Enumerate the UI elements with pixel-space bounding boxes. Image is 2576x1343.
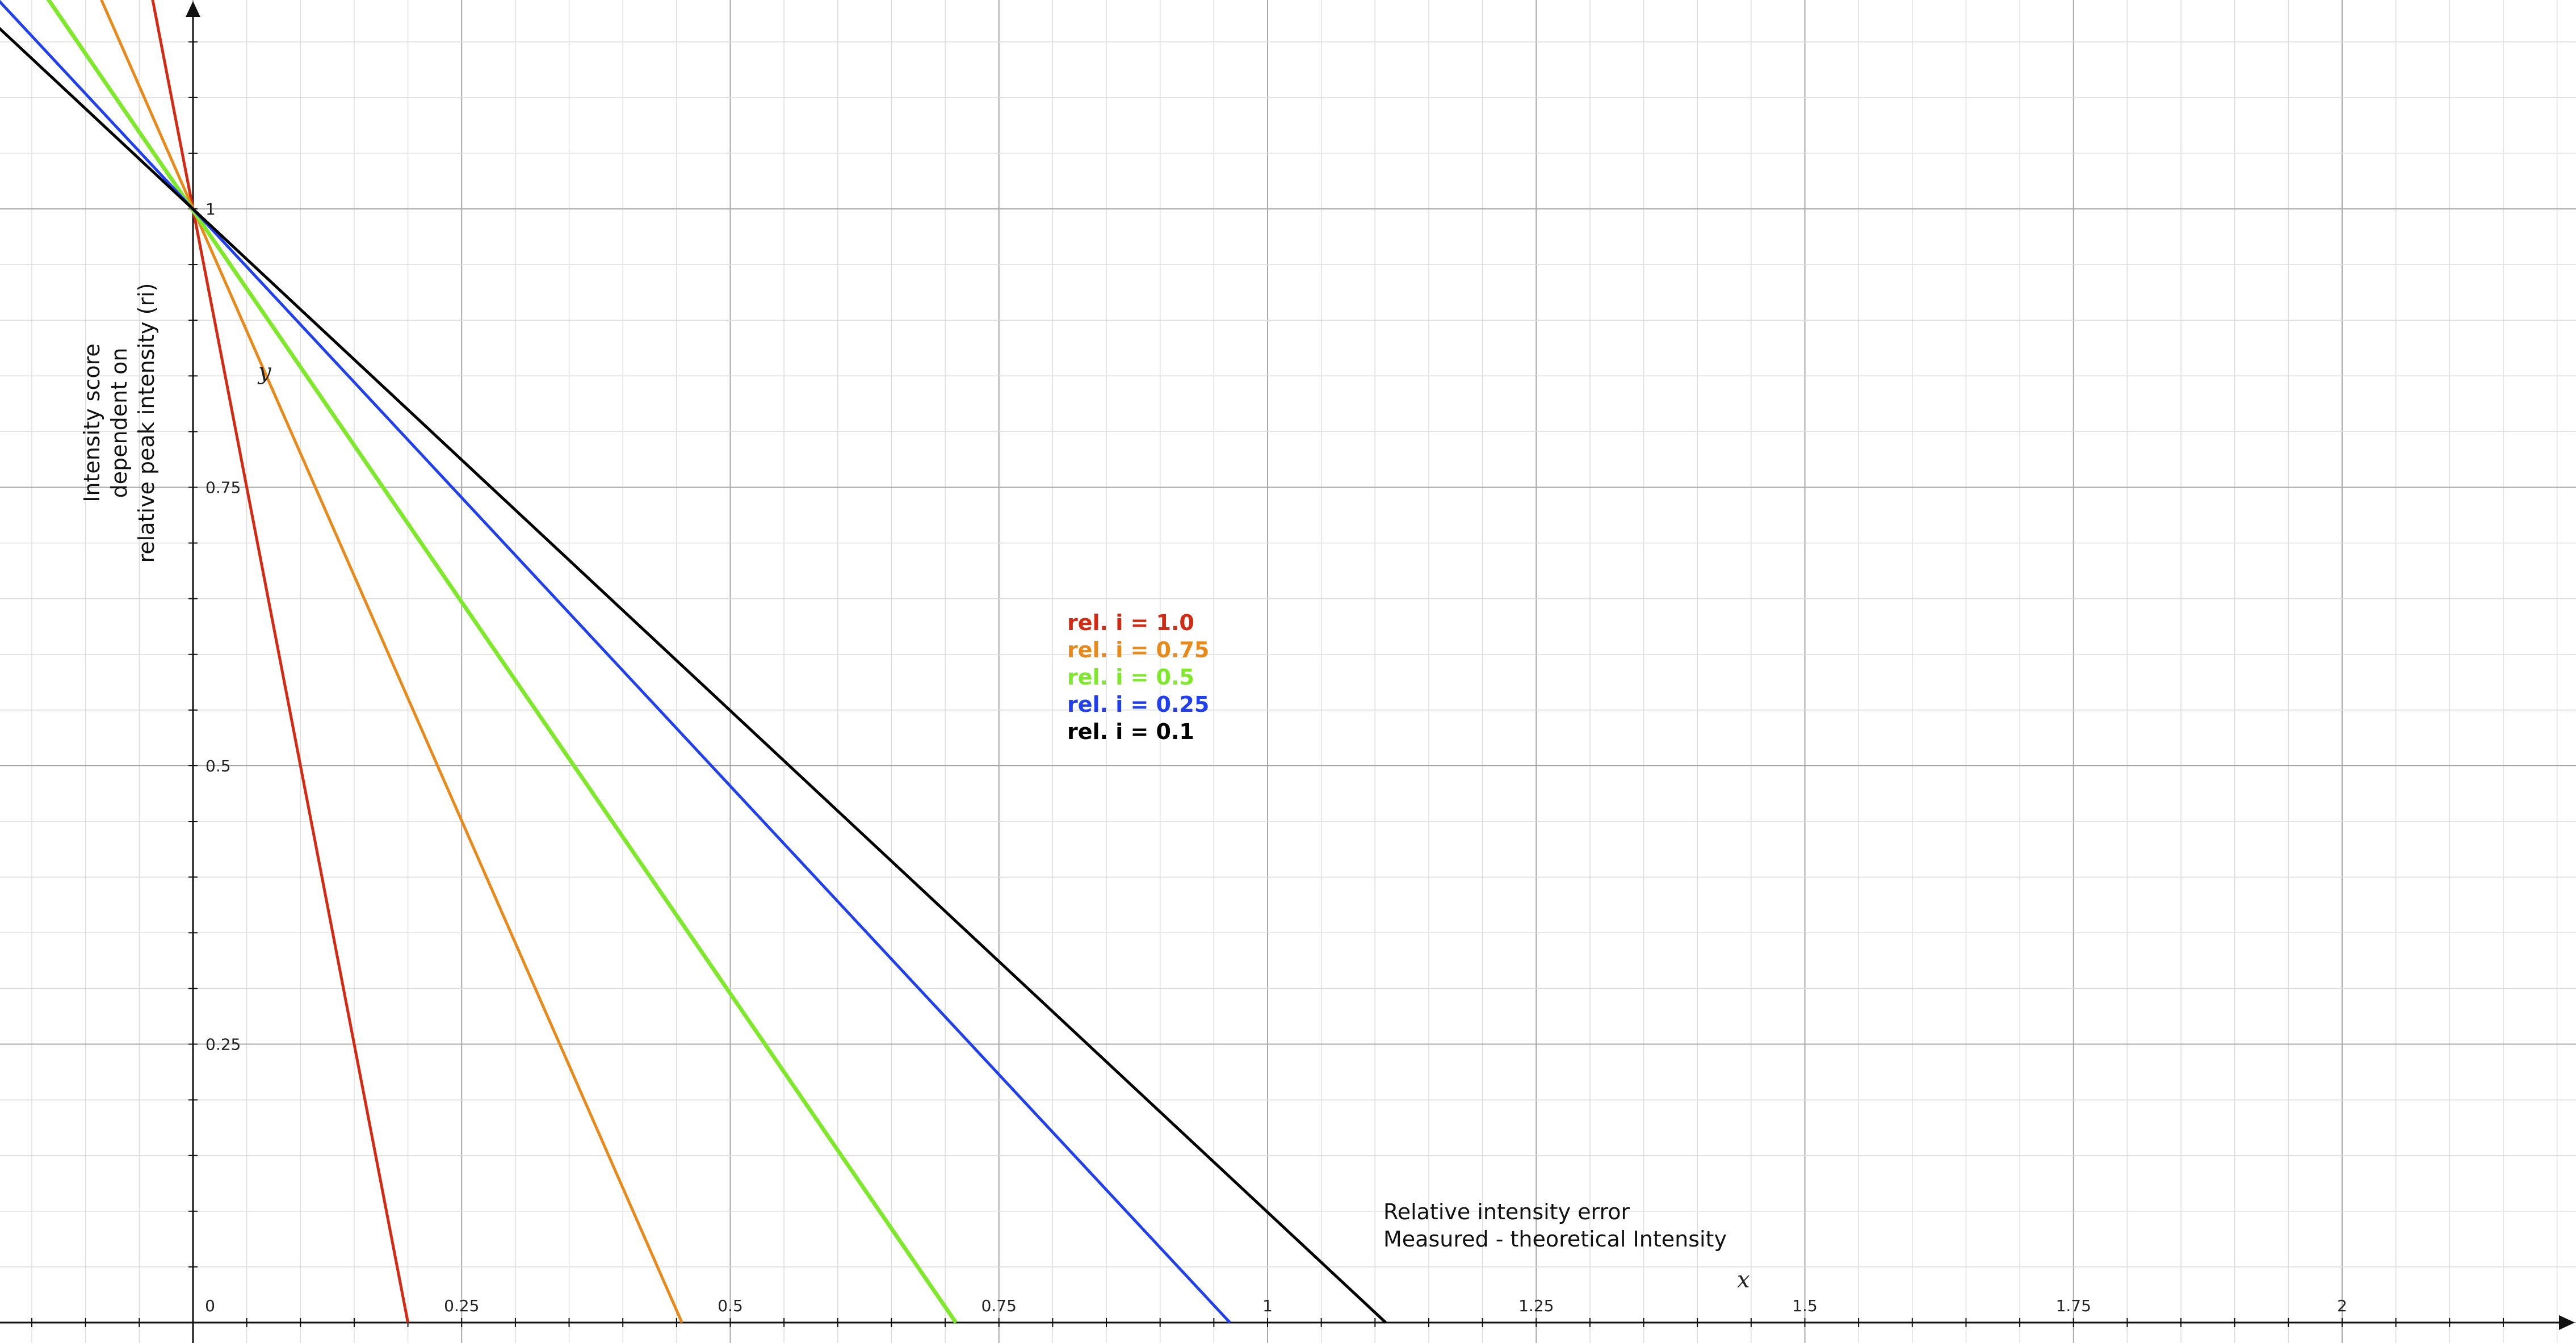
- y-axis-title-line: Intensity score: [79, 343, 104, 502]
- x-tick-label: 1.5: [1792, 1296, 1818, 1315]
- y-axis-title-line: relative peak intensity (ri): [134, 283, 159, 563]
- legend-entry-2: rel. i = 0.75: [1067, 637, 1209, 662]
- x-tick-label: 1.75: [2056, 1296, 2091, 1315]
- x-tick-label: 0.5: [718, 1296, 743, 1315]
- series-lines: [0, 0, 1387, 1324]
- x-tick-label: 0.75: [981, 1296, 1017, 1315]
- tick-labels: 0 0.25 0.5 0.75 1 1.25 1.5 1.75 2 0.25 0.5 0.75 1: [205, 200, 2347, 1315]
- series-line-5: [0, 27, 1387, 1324]
- x-tick-label: 1: [1262, 1296, 1273, 1315]
- legend-entry-3: rel. i = 0.5: [1067, 665, 1194, 690]
- x-axis-title-line: Measured - theoretical Intensity: [1383, 1227, 1727, 1252]
- x-axis-arrow: [2559, 1315, 2575, 1330]
- x-tick-label: 1.25: [1518, 1296, 1554, 1315]
- legend-entry-5: rel. i = 0.1: [1067, 719, 1194, 744]
- series-line-3: [46, 0, 958, 1324]
- y-axis-title-line: dependent on: [107, 348, 132, 498]
- axis-titles: x y Relative intensity error Measured - the…: [79, 283, 1750, 1293]
- series-line-1: [151, 0, 410, 1323]
- y-tick-label: 0.5: [205, 757, 231, 775]
- y-tick-label: 1: [205, 200, 216, 219]
- legend-entry-4: rel. i = 0.25: [1067, 692, 1209, 717]
- x-axis-variable: x: [1737, 1267, 1750, 1293]
- series-line-2: [100, 0, 683, 1324]
- x-tick-label: 0.25: [444, 1296, 479, 1315]
- series-line-4: [0, 0, 1231, 1324]
- y-tick-label: 0.25: [205, 1035, 241, 1054]
- x-axis-title-line: Relative intensity error: [1383, 1199, 1630, 1224]
- y-tick-label: 0.75: [205, 479, 241, 497]
- legend-entry-1: rel. i = 1.0: [1067, 610, 1194, 635]
- x-tick-label: 0: [205, 1296, 215, 1315]
- y-axis-variable: y: [257, 359, 272, 385]
- x-tick-label: 2: [2337, 1296, 2347, 1315]
- y-axis-arrow: [186, 1, 200, 17]
